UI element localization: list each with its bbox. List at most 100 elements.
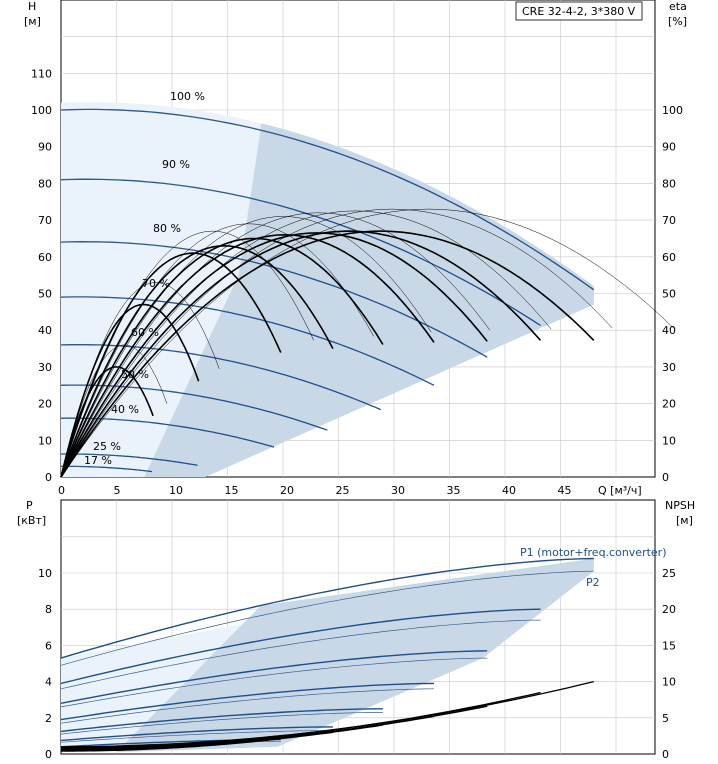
head-tick-label: 70 xyxy=(38,214,52,227)
speed-label-90: 90 % xyxy=(162,158,190,171)
power-tick-label: 6 xyxy=(45,639,52,652)
eta-tick-label: 50 xyxy=(662,288,676,301)
operating-regions xyxy=(61,102,594,753)
p1-curve-80 xyxy=(60,650,488,704)
head-tick-label: 20 xyxy=(38,398,52,411)
head-tick-label: 30 xyxy=(38,361,52,374)
power-tick-label: 4 xyxy=(45,676,52,689)
power-axis-label: P xyxy=(26,499,33,512)
p1-series-label: P1 (motor+freq.converter) xyxy=(520,546,667,559)
eta-tick-label: 70 xyxy=(662,214,676,227)
eta-tick-label: 10 xyxy=(662,434,676,447)
head-axis-unit: [м] xyxy=(24,15,41,28)
x-tick-label: 45 xyxy=(558,484,572,497)
power-axis-unit: [кВт] xyxy=(17,514,46,527)
chart-title: CRE 32-4-2, 3*380 V xyxy=(522,5,636,18)
head-tick-label: 50 xyxy=(38,288,52,301)
npsh-tick-label: 10 xyxy=(662,676,676,689)
efficiency-curve-thin-70 xyxy=(60,212,491,478)
npsh-tick-label: 20 xyxy=(662,603,676,616)
efficiency-curve-thin-90 xyxy=(60,208,613,478)
npsh-curve-40 xyxy=(61,738,281,752)
p1-curve-100 xyxy=(60,557,594,659)
p2-curve-100 xyxy=(60,570,594,666)
axis-ticks: 0 5 10 15 20 25 30 35 40 450102030405060708090100… xyxy=(31,67,683,761)
power-tick-label: 2 xyxy=(45,712,52,725)
eta-tick-label: 0 xyxy=(662,471,669,484)
efficiency-curve-70 xyxy=(60,233,435,478)
x-tick-label: 30 xyxy=(391,484,405,497)
npsh-tick-label: 5 xyxy=(662,712,669,725)
x-tick-label: 20 xyxy=(280,484,294,497)
flow-axis-label: Q [м³/ч] xyxy=(598,484,642,497)
head-tick-label: 90 xyxy=(38,141,52,154)
efficiency-curve-thin-25 xyxy=(60,282,220,478)
speed-label-70: 70 % xyxy=(142,277,170,290)
efficiency-curve-100 xyxy=(60,230,595,478)
efficiency-curve-thin-100 xyxy=(60,208,674,478)
p2-curve-90 xyxy=(60,619,541,690)
efficiency-curve-thin-50 xyxy=(60,223,374,478)
speed-label-40: 40 % xyxy=(111,403,139,416)
eta-tick-label: 90 xyxy=(662,141,676,154)
power-tick-label: 0 xyxy=(45,748,52,761)
head-tick-label: 0 xyxy=(45,471,52,484)
eta-tick-label: 20 xyxy=(662,398,676,411)
eta-tick-label: 100 xyxy=(662,104,683,117)
p1-curve-50 xyxy=(60,726,333,742)
head-tick-label: 110 xyxy=(31,67,52,80)
speed-label-100: 100 % xyxy=(170,90,205,103)
chart-title-box xyxy=(515,1,643,21)
x-tick-label: 40 xyxy=(502,484,516,497)
npsh-tick-label: 15 xyxy=(662,639,676,652)
eta-tick-label: 60 xyxy=(662,251,676,264)
efficiency-curve-50 xyxy=(60,244,334,478)
eta-axis-label: eta xyxy=(669,0,687,13)
efficiency-curve-90 xyxy=(60,230,542,478)
x-tick-label: 35 xyxy=(447,484,461,497)
x-tick-label: 0 xyxy=(58,484,65,497)
x-tick-label: 5 xyxy=(114,484,121,497)
speed-label-80: 80 % xyxy=(153,222,181,235)
eta-axis-unit: [%] xyxy=(668,15,687,28)
npsh-axis-unit: [м] xyxy=(676,514,693,527)
power-tick-label: 8 xyxy=(45,603,52,616)
speed-label-50: 50 % xyxy=(121,368,149,381)
efficiency-curve-thin-80 xyxy=(60,210,552,478)
head-tick-label: 10 xyxy=(38,434,52,447)
efficiency-curve-40 xyxy=(60,252,282,478)
eta-tick-label: 30 xyxy=(662,361,676,374)
head-curve-thin-90 xyxy=(60,178,277,206)
speed-label-17: 17 % xyxy=(84,454,112,467)
power-tick-label: 10 xyxy=(38,567,52,580)
head-axis-label: H xyxy=(28,0,36,13)
p2-curve-80 xyxy=(60,657,488,708)
npsh-axis-label: NPSH xyxy=(665,499,695,512)
x-tick-label: 25 xyxy=(336,484,350,497)
p1-curve-60 xyxy=(60,708,383,733)
p1-curve-70 xyxy=(60,682,435,721)
head-curve-thin-100 xyxy=(60,109,301,142)
efficiency-curve-80 xyxy=(60,232,488,478)
efficiency-curve-thin-40 xyxy=(60,230,314,478)
efficiency-curve-17 xyxy=(60,366,154,478)
head-tick-label: 80 xyxy=(38,177,52,190)
head-tick-label: 100 xyxy=(31,104,52,117)
p2-curve-70 xyxy=(60,688,435,724)
p2-curve-60 xyxy=(60,712,383,735)
x-tick-label: 15 xyxy=(225,484,239,497)
p2-curve-50 xyxy=(60,730,333,743)
x-tick-label: 10 xyxy=(169,484,183,497)
speed-label-25: 25 % xyxy=(93,440,121,453)
npsh-tick-label: 0 xyxy=(662,748,669,761)
power-operating-region xyxy=(116,558,594,753)
p1-curve-90 xyxy=(60,608,541,685)
npsh-curve-90 xyxy=(60,691,541,749)
p2-series-label: P2 xyxy=(586,576,600,589)
npsh-tick-label: 25 xyxy=(662,567,676,580)
head-tick-label: 40 xyxy=(38,324,52,337)
efficiency-curve-thin-17 xyxy=(60,344,168,478)
head-tick-label: 60 xyxy=(38,251,52,264)
curves xyxy=(60,108,674,752)
